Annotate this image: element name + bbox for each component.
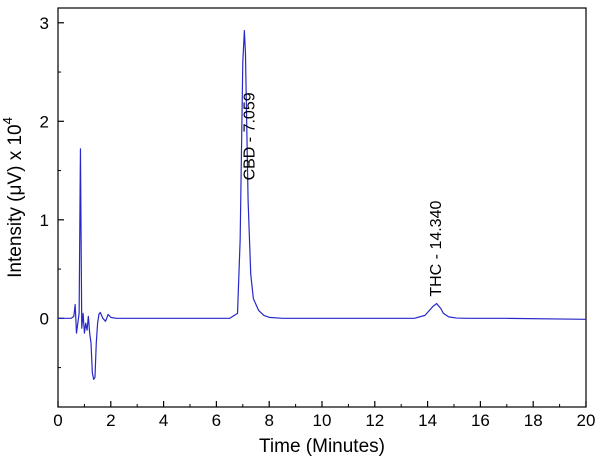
y-axis-label-main: Intensity (μV) x 10 [5, 124, 26, 278]
x-tick-label-18: 18 [524, 411, 543, 430]
x-tick-label-6: 6 [212, 411, 221, 430]
y-axis-label: Intensity (μV) x 104 [0, 117, 26, 278]
x-axis-label: Time (Minutes) [259, 436, 385, 457]
x-tick-label-14: 14 [418, 411, 437, 430]
y-axis-label-exponent: 4 [0, 117, 15, 124]
ticks-layer [57, 22, 587, 407]
x-tick-label-4: 4 [159, 411, 168, 430]
x-tick-label-8: 8 [264, 411, 273, 430]
annotation-cbd-peak: CBD - 7.059 [242, 92, 259, 180]
y-tick-label-2: 2 [40, 112, 49, 131]
y-tick-label-1: 1 [40, 211, 49, 230]
x-tick-label-20: 20 [577, 411, 596, 430]
y-tick-label-3: 3 [40, 14, 49, 33]
x-tick-label-16: 16 [471, 411, 490, 430]
annotation-thc-peak: THC - 14.340 [428, 201, 445, 297]
x-tick-label-10: 10 [313, 411, 332, 430]
chromatogram-trace-line [58, 30, 587, 381]
y-tick-label-0: 0 [40, 309, 49, 328]
x-tick-label-0: 0 [53, 411, 62, 430]
plot-frame [57, 7, 587, 408]
x-tick-label-12: 12 [365, 411, 384, 430]
x-tick-label-2: 2 [106, 411, 115, 430]
